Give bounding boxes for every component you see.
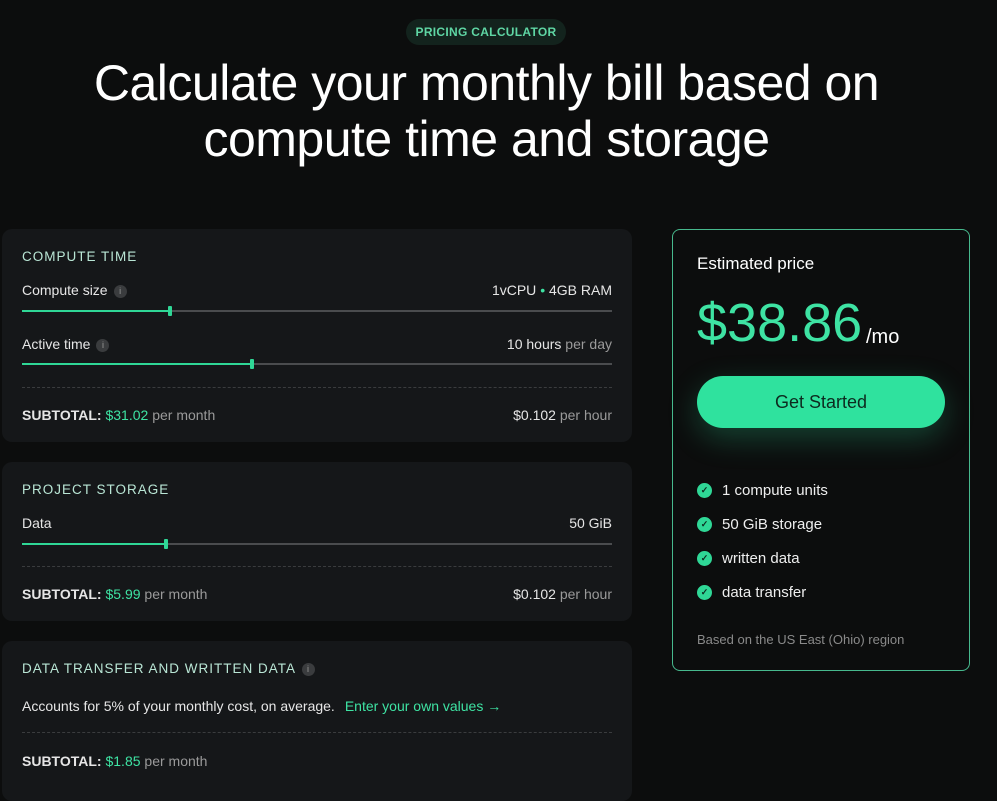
compute-size-value: 1vCPU • 4GB RAM — [492, 282, 612, 298]
feature-text: written data — [722, 550, 800, 567]
feature-text: 50 GiB storage — [722, 516, 823, 533]
subtotal-unit: per month — [144, 586, 208, 602]
subtotal-value: $31.02 — [105, 407, 149, 423]
info-icon[interactable]: i — [96, 339, 110, 352]
subtotal-value: $5.99 — [105, 586, 141, 602]
transfer-description: Accounts for 5% of your monthly cost, on… — [22, 698, 335, 714]
compute-time-card: COMPUTE TIME Compute size i 1vCPU • 4GB R… — [2, 229, 632, 442]
info-icon[interactable]: i — [302, 663, 316, 676]
section-title: DATA TRANSFER AND WRITTEN DATA i — [22, 661, 316, 676]
feature-text: data transfer — [722, 584, 807, 601]
hourly-rate: $0.102 — [513, 586, 556, 602]
estimated-price-card: Estimated price $38.86 /mo Get Started ✓… — [672, 229, 970, 671]
subtotal-label: SUBTOTAL: — [22, 753, 102, 769]
section-title: PROJECT STORAGE — [22, 482, 170, 497]
get-started-button[interactable]: Get Started — [697, 376, 945, 428]
check-icon: ✓ — [697, 551, 712, 566]
title-line-2: compute time and storage — [203, 111, 770, 167]
data-value: 50 GiB — [569, 515, 612, 531]
info-icon[interactable]: i — [113, 285, 127, 298]
page-title: Calculate your monthly bill based on comp… — [0, 55, 973, 167]
subtotal-label: SUBTOTAL: — [22, 407, 102, 423]
active-time-slider[interactable] — [22, 359, 612, 369]
check-icon: ✓ — [697, 585, 712, 600]
section-title: COMPUTE TIME — [22, 249, 138, 264]
subtotal-value: $1.85 — [105, 753, 141, 769]
price-amount: $38.86 — [697, 293, 863, 353]
storage-slider[interactable] — [22, 539, 612, 549]
feature-item: ✓ 50 GiB storage — [697, 516, 822, 533]
slider-thumb[interactable] — [250, 359, 255, 369]
compute-size-slider[interactable] — [22, 306, 612, 316]
rate-unit: per hour — [559, 407, 612, 423]
ram-value: 4GB RAM — [548, 282, 612, 298]
slider-fill — [22, 310, 170, 312]
feature-text: 1 compute units — [722, 482, 828, 499]
feature-item: ✓ written data — [697, 550, 800, 567]
pricing-calculator-badge: PRICING CALCULATOR — [406, 19, 566, 45]
check-icon: ✓ — [697, 483, 712, 498]
rate-unit: per hour — [559, 586, 612, 602]
hourly-rate: $0.102 — [513, 407, 556, 423]
feature-item: ✓ data transfer — [697, 584, 806, 601]
slider-thumb[interactable] — [167, 306, 172, 316]
compute-size-label: Compute size — [22, 282, 108, 298]
cpu-value: 1vCPU — [491, 282, 537, 298]
project-storage-card: PROJECT STORAGE Data 50 GiB SUBTOTAL: $5… — [2, 462, 632, 621]
section-title-text: DATA TRANSFER AND WRITTEN DATA — [22, 661, 297, 676]
enter-own-values-link[interactable]: Enter your own values → — [344, 698, 502, 714]
slider-fill — [22, 543, 166, 545]
subtotal-unit: per month — [144, 753, 208, 769]
slider-thumb[interactable] — [163, 539, 168, 549]
price-unit: /mo — [866, 326, 900, 348]
data-label: Data — [22, 515, 52, 531]
region-note: Based on the US East (Ohio) region — [697, 632, 905, 647]
active-time-label: Active time — [22, 336, 91, 352]
subtotal-label: SUBTOTAL: — [22, 586, 102, 602]
check-icon: ✓ — [697, 517, 712, 532]
feature-item: ✓ 1 compute units — [697, 482, 828, 499]
subtotal-unit: per month — [152, 407, 216, 423]
divider — [22, 566, 612, 567]
divider — [22, 732, 612, 733]
slider-fill — [22, 363, 253, 365]
active-time-unit: per day — [565, 336, 612, 352]
active-time-value: 10 hours — [506, 336, 562, 352]
estimated-price-label: Estimated price — [697, 254, 815, 273]
data-transfer-card: DATA TRANSFER AND WRITTEN DATA i Accounts… — [2, 641, 632, 801]
divider — [22, 387, 612, 388]
title-line-1: Calculate your monthly bill based on — [93, 55, 880, 111]
separator-dot: • — [540, 282, 546, 298]
